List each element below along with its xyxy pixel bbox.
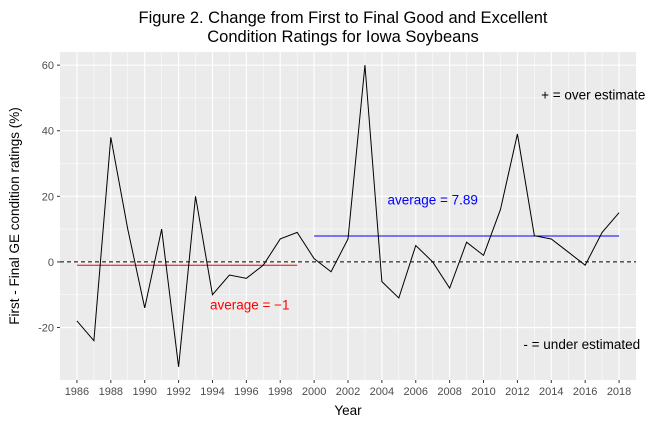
x-axis-title: Year (334, 403, 362, 418)
x-tick-label: 2010 (471, 386, 495, 398)
x-tick-label: 2006 (404, 386, 428, 398)
major-grid (60, 52, 636, 380)
y-axis-ticks: -20 0 20 40 60 (38, 60, 60, 335)
x-tick-label: 2002 (336, 386, 360, 398)
average-lines (76, 235, 620, 266)
average-label-0: average = −1 (210, 298, 290, 313)
average-label-1: average = 7.89 (387, 193, 477, 208)
x-tick-label: 1990 (132, 386, 156, 398)
x-tick-label: 2008 (437, 386, 461, 398)
x-tick-label: 1994 (200, 386, 224, 398)
series-line (76, 65, 620, 367)
x-tick-label: 2016 (573, 386, 597, 398)
x-tick-label: 1986 (65, 386, 89, 398)
x-axis-ticks: 1986 1988 1990 1992 1994 1996 1998 2000 2002 2004… (65, 380, 631, 398)
y-tick-label: 40 (42, 126, 54, 138)
y-tick-label: -20 (38, 323, 54, 335)
annotation-0: + = over estimated (541, 88, 645, 103)
average-labels: average = −1 average = 7.89 (210, 193, 478, 313)
x-tick-label: 2000 (302, 386, 326, 398)
x-tick-label: 2004 (370, 386, 394, 398)
x-tick-label: 1988 (99, 386, 123, 398)
x-tick-label: 2012 (505, 386, 529, 398)
chart-title-line-1: Figure 2. Change from First to Final Goo… (138, 9, 547, 27)
x-tick-label: 1996 (234, 386, 258, 398)
minor-grid (60, 52, 636, 380)
x-tick-label: 1992 (166, 386, 190, 398)
y-axis-title: First - Final GE condition ratings (%) (7, 107, 22, 325)
x-tick-label: 1998 (268, 386, 292, 398)
x-tick-label: 2014 (539, 386, 563, 398)
chart-title-line-2: Condition Ratings for Iowa Soybeans (207, 28, 479, 46)
x-tick-label: 2018 (607, 386, 631, 398)
annotation-1: - = under estimated (523, 337, 640, 352)
y-tick-label: 0 (48, 257, 54, 269)
y-tick-label: 60 (42, 60, 54, 72)
y-tick-label: 20 (42, 191, 54, 203)
annotations: + = over estimated - = under estimated (523, 88, 645, 352)
